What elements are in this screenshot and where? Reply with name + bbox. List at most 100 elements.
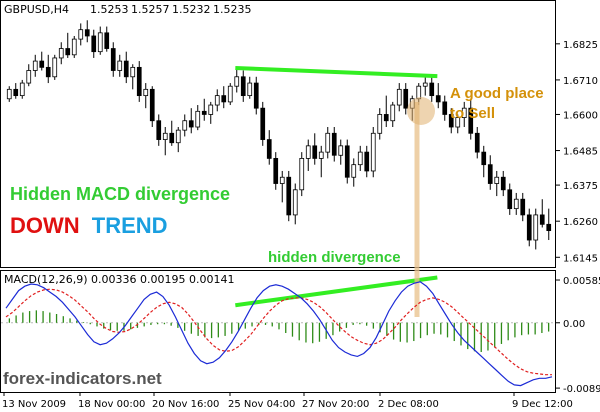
candle-bullish xyxy=(455,117,461,128)
candle-bullish xyxy=(513,198,519,210)
candle-bearish xyxy=(526,214,532,241)
candle-bearish xyxy=(45,66,51,78)
sell-marker-column xyxy=(414,102,420,317)
candle-bearish xyxy=(312,145,318,159)
candle-bullish xyxy=(214,95,220,106)
candle-bullish xyxy=(71,38,77,56)
time-tick-label: 18 Nov 00:00 xyxy=(78,399,145,410)
candle-bearish xyxy=(487,164,493,184)
candle-bearish xyxy=(481,151,487,166)
candle-bearish xyxy=(136,66,142,97)
candle-bearish xyxy=(169,132,175,144)
macd-tick-label: 0.00585 xyxy=(563,276,600,287)
candle-bullish xyxy=(422,82,428,87)
candle-bullish xyxy=(299,158,305,191)
candle-bearish xyxy=(546,223,552,232)
macd-lines xyxy=(5,281,553,387)
ohlc-low: 1.5232 xyxy=(172,3,211,16)
candle-bullish xyxy=(143,88,149,97)
macd-histogram xyxy=(8,310,550,352)
candle-bearish xyxy=(468,107,474,134)
time-tick-label: 27 Nov 20:00 xyxy=(302,399,369,410)
candle-bearish xyxy=(403,88,409,109)
time-tick-label: 25 Nov 04:00 xyxy=(228,399,295,410)
macd-axis: 0.00585 0.00 -0.00894 xyxy=(1,276,600,395)
candle-bearish xyxy=(507,189,513,210)
macd-main-line xyxy=(5,281,553,387)
candle-bullish xyxy=(533,214,539,241)
candle-bearish xyxy=(383,114,389,122)
candle-bullish xyxy=(370,132,376,172)
candle-bearish xyxy=(110,48,116,71)
candle-bearish xyxy=(539,214,545,225)
candle-bullish xyxy=(338,145,344,156)
candle-bearish xyxy=(364,151,370,172)
candle-bearish xyxy=(520,198,526,216)
candle-bullish xyxy=(97,32,103,53)
candlesticks xyxy=(6,20,552,250)
time-tick-label: 2 Dec 08:00 xyxy=(378,399,439,410)
down-trend-label: DOWN TREND xyxy=(10,213,168,238)
candle-bullish xyxy=(396,88,402,106)
candle-bearish xyxy=(474,132,480,153)
candle-bearish xyxy=(149,88,155,122)
candle-bearish xyxy=(221,95,227,103)
candle-bearish xyxy=(91,35,97,53)
candle-bullish xyxy=(351,164,357,178)
price-divergence-line xyxy=(235,65,438,79)
price-tick-label: 1.6710 xyxy=(563,76,598,87)
candle-bearish xyxy=(266,139,272,159)
candle-bullish xyxy=(325,132,331,153)
candle-bullish xyxy=(130,66,136,78)
candle-bullish xyxy=(377,114,383,134)
hidden-macd-divergence-label: Hidden MACD divergence xyxy=(10,184,230,204)
down-word: DOWN xyxy=(10,213,80,238)
candle-bearish xyxy=(201,110,207,115)
candle-bullish xyxy=(247,82,253,97)
sell-marker-circle xyxy=(407,97,435,125)
candle-bearish xyxy=(188,120,194,128)
price-tick-label: 1.6485 xyxy=(563,147,598,158)
price-axis: 1.6825 1.6710 1.6600 1.6485 1.6375 1.6260 1.61… xyxy=(556,40,598,264)
candle-bullish xyxy=(390,104,396,122)
candle-bearish xyxy=(344,145,350,178)
price-tick-label: 1.6600 xyxy=(563,110,598,121)
macd-tick-label: 0.00 xyxy=(563,319,585,330)
price-tick-label: 1.6260 xyxy=(563,217,598,228)
candle-bullish xyxy=(175,129,181,144)
macd-divergence-line xyxy=(235,275,438,308)
candle-bullish xyxy=(6,88,12,100)
time-tick-label: 20 Nov 16:00 xyxy=(152,399,219,410)
macd-panel-frame xyxy=(0,270,556,393)
candle-bullish xyxy=(32,60,38,71)
candle-bullish xyxy=(117,60,123,71)
candle-bullish xyxy=(494,176,500,184)
candle-bullish xyxy=(52,57,58,78)
time-axis: 13 Nov 2009 18 Nov 00:00 20 Nov 16:00 25 No… xyxy=(2,392,573,410)
candle-bearish xyxy=(123,60,129,78)
candle-bullish xyxy=(19,82,25,97)
price-tick-label: 1.6375 xyxy=(563,181,598,192)
candle-bullish xyxy=(208,104,214,115)
time-tick-label: 9 Dec 12:00 xyxy=(512,399,573,410)
candle-bullish xyxy=(305,145,311,159)
hidden-divergence-label: hidden divergence xyxy=(268,249,401,266)
candle-bearish xyxy=(260,107,266,140)
candle-bearish xyxy=(429,82,435,97)
price-tick-label: 1.6145 xyxy=(563,253,598,264)
candle-bearish xyxy=(448,114,454,128)
candle-bullish xyxy=(227,85,233,103)
candle-bullish xyxy=(78,29,84,40)
candle-bullish xyxy=(162,132,168,140)
candle-bullish xyxy=(26,70,32,84)
candle-bullish xyxy=(58,48,64,59)
candle-bearish xyxy=(84,29,90,37)
price-chart-title: GBPUSD,H4 xyxy=(4,3,69,16)
sell-note-line2: to Sell xyxy=(450,105,495,122)
candle-bearish xyxy=(435,95,441,103)
ohlc-close: 1.5235 xyxy=(213,3,252,16)
candle-bullish xyxy=(416,85,422,100)
candle-bearish xyxy=(442,101,448,115)
candle-bullish xyxy=(461,107,467,118)
